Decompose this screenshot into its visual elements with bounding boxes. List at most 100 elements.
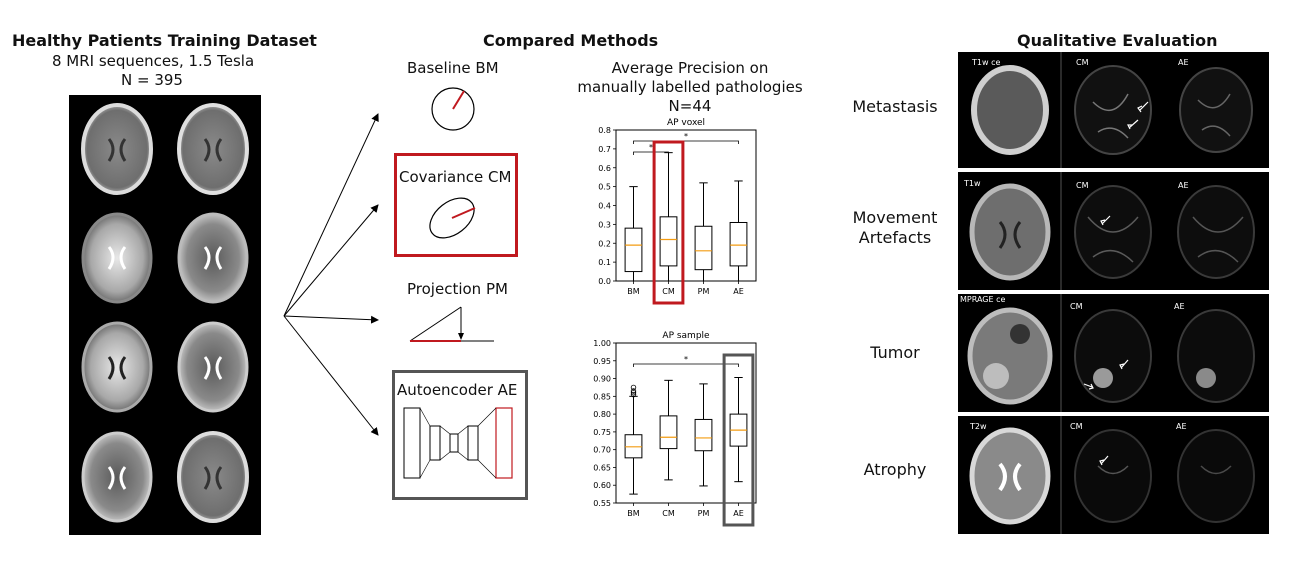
arrow-marker <box>1137 101 1149 113</box>
x-tick-label: AE <box>733 287 744 296</box>
y-tick-label: 0.65 <box>593 463 611 472</box>
box-iqr <box>624 434 643 459</box>
y-tick-label: 0.60 <box>593 481 611 490</box>
y-tick-label: 0.95 <box>593 357 611 366</box>
ae-tag: AE <box>1176 422 1187 431</box>
y-tick-label: 0.0 <box>598 277 611 286</box>
qual-row-metastasis <box>958 52 1269 168</box>
chart-title: AP sample <box>662 331 710 341</box>
qual-row-tumor <box>958 294 1269 412</box>
ap-heading-line2: manually labelled pathologies <box>577 78 803 96</box>
row-label-atrophy: Atrophy <box>863 460 927 479</box>
projection-icon <box>409 306 494 342</box>
ae-error-map <box>1177 309 1255 403</box>
cm-tag: CM <box>1070 302 1083 311</box>
arrow-marker <box>1127 119 1139 130</box>
cm-error-map <box>1074 309 1152 403</box>
qualitative-title: Qualitative Evaluation <box>1017 31 1218 50</box>
mri-scan <box>177 321 249 413</box>
box-iqr <box>694 418 713 452</box>
covariance-ellipse-icon <box>429 197 476 239</box>
dataset-count: N = 395 <box>121 71 183 89</box>
arrow-to-bm <box>283 113 379 317</box>
arrow-marker <box>1119 359 1129 370</box>
x-tick-label: CM <box>662 509 675 518</box>
mri-scan <box>81 212 153 304</box>
autoencoder-icon <box>403 407 513 479</box>
x-tick-label: PM <box>698 509 710 518</box>
mri-scan <box>81 103 153 195</box>
arrow-marker <box>1099 455 1109 466</box>
plot-frame <box>615 129 757 282</box>
qual-row-movement <box>958 172 1269 290</box>
ap-heading-line1: Average Precision on <box>611 59 769 77</box>
ae-error-map <box>1177 429 1255 523</box>
chart-title: AP voxel <box>667 118 705 128</box>
y-tick-label: 0.8 <box>598 126 611 135</box>
y-tick-label: 0.1 <box>598 258 611 267</box>
significance-bracket <box>633 363 739 367</box>
seq-tag: T1w <box>964 179 981 188</box>
ap-heading-line3: N=44 <box>668 97 712 115</box>
y-tick-label: 0.55 <box>593 499 611 508</box>
outlier-point <box>630 391 637 398</box>
arrow-to-ae <box>283 315 379 436</box>
mri-grid <box>69 95 261 535</box>
arrow-to-cm <box>283 204 379 317</box>
y-tick-label: 0.2 <box>598 239 611 248</box>
cm-tag: CM <box>1070 422 1083 431</box>
qualitative-grid: T1w ce CM AE T1w CM AE MPRAGE ce CM AE T… <box>958 52 1269 534</box>
y-tick-label: 0.80 <box>593 410 611 419</box>
box-iqr <box>729 413 748 447</box>
x-tick-label: AE <box>733 509 744 518</box>
seq-tag: T1w ce <box>972 58 1001 67</box>
seq-tag: MPRAGE ce <box>960 295 1006 304</box>
method-box-cm <box>394 153 518 257</box>
arrow-marker <box>1083 383 1094 390</box>
fanout-arrows <box>283 113 379 436</box>
mri-scan <box>177 431 249 523</box>
method-label-ae: Autoencoder AE <box>397 381 518 399</box>
box-iqr <box>659 216 678 267</box>
ae-tag: AE <box>1178 181 1189 190</box>
mri-scan <box>969 183 1051 281</box>
arrow-marker <box>1100 215 1111 226</box>
x-tick-label: PM <box>698 287 710 296</box>
x-tick-label: BM <box>627 287 639 296</box>
y-tick-label: 0.4 <box>598 202 611 211</box>
baseline-icon <box>431 87 475 131</box>
y-tick-label: 1.00 <box>593 339 611 348</box>
highlight-frame <box>652 140 685 305</box>
y-tick-label: 0.5 <box>598 183 611 192</box>
plot-frame <box>615 342 757 504</box>
cm-error-map <box>1074 429 1152 523</box>
y-tick-label: 0.90 <box>593 375 611 384</box>
method-label-cm: Covariance CM <box>399 168 512 186</box>
arrow-to-pm <box>283 315 379 324</box>
y-tick-label: 0.70 <box>593 446 611 455</box>
y-tick-label: 0.85 <box>593 392 611 401</box>
cm-tag: CM <box>1076 181 1089 190</box>
outlier-point <box>630 390 637 396</box>
outlier-point <box>630 384 637 391</box>
box-iqr <box>624 227 643 273</box>
x-tick-label: CM <box>662 287 675 296</box>
mri-scan <box>81 321 153 413</box>
row-label-movement: Movement Artefacts <box>852 208 938 247</box>
dataset-subtitle: 8 MRI sequences, 1.5 Tesla <box>52 52 255 70</box>
significance-star: * <box>649 143 653 152</box>
cm-tag: CM <box>1076 58 1089 67</box>
qual-row-atrophy <box>958 416 1269 534</box>
row-label-tumor: Tumor <box>870 343 920 362</box>
mri-scan <box>177 103 249 195</box>
mri-scan <box>177 212 249 304</box>
significance-bracket <box>633 151 669 155</box>
ap-sample-chart: AP sample 0.55 0.60 0.65 0.70 0.75 0.80 0.85 0.9… <box>593 331 757 527</box>
seq-tag: T2w <box>970 422 987 431</box>
highlight-frame <box>722 353 755 527</box>
box-iqr <box>659 415 678 450</box>
outlier-point <box>630 388 637 394</box>
dataset-title: Healthy Patients Training Dataset <box>12 31 317 50</box>
method-box-ae <box>392 370 528 500</box>
ae-tag: AE <box>1174 302 1185 311</box>
